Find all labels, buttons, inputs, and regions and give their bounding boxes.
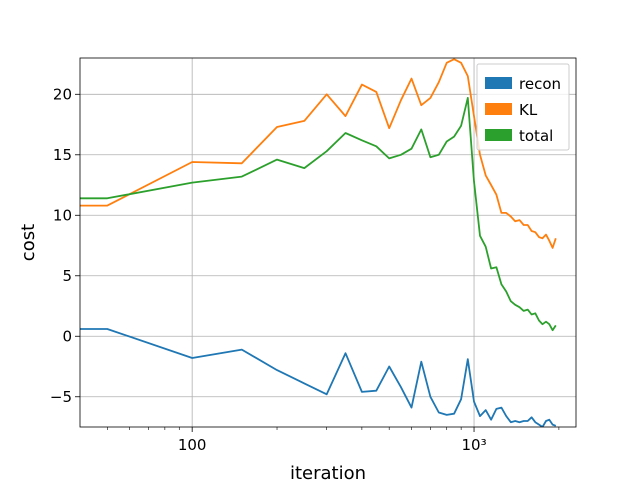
x-tick-label: 100: [178, 436, 207, 454]
y-tick-label: 5: [62, 267, 72, 285]
legend-label-recon: recon: [519, 75, 561, 93]
plot-area: [80, 58, 557, 427]
y-tick-label: −5: [50, 388, 72, 406]
legend: recon KL total: [476, 63, 570, 151]
ticks: 100 10³ −5 0 5 10 15 20: [50, 85, 560, 454]
series-line-recon: [80, 328, 557, 427]
legend-swatch-kl: [485, 103, 512, 115]
y-tick-label: 15: [53, 146, 72, 164]
axes-frame: [79, 57, 577, 428]
legend-label-total: total: [519, 127, 553, 145]
y-tick-label: 20: [53, 85, 72, 103]
series-line-total: [80, 97, 557, 332]
legend-swatch-total: [485, 129, 512, 141]
legend-swatch-recon: [485, 77, 512, 89]
y-axis-label: cost: [18, 224, 39, 261]
series-line-kl: [80, 58, 557, 249]
legend-label-kl: KL: [519, 101, 538, 119]
y-tick-label: 10: [53, 206, 72, 224]
y-tick-label: 0: [62, 327, 72, 345]
x-tick-label: 10³: [461, 436, 486, 454]
grid: [80, 58, 576, 427]
x-axis-label: iteration: [290, 463, 366, 480]
